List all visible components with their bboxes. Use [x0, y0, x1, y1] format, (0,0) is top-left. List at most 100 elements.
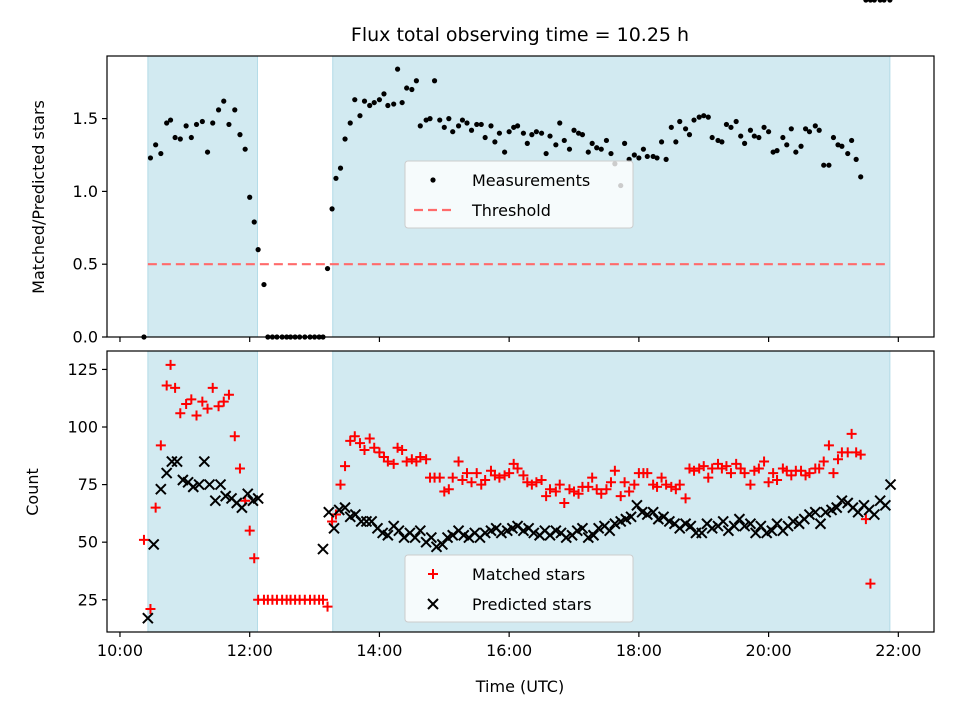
matched-stars-point	[652, 481, 663, 492]
measurement-point	[367, 102, 373, 109]
predicted-stars-point	[479, 527, 491, 539]
measurement-point	[342, 136, 348, 142]
matched-stars-point	[461, 468, 472, 479]
measurement-point	[594, 145, 600, 151]
measurement-point	[371, 99, 377, 106]
matched-stars-point	[349, 431, 360, 442]
measurement-point	[502, 149, 508, 155]
predicted-stars-point	[647, 506, 659, 518]
matched-stars-point	[364, 433, 375, 444]
matched-stars-point	[745, 479, 756, 490]
matched-stars-point	[624, 486, 635, 497]
matched-stars-point	[522, 477, 533, 488]
measurement-point	[237, 132, 243, 138]
matched-stars-point	[541, 491, 552, 502]
predicted-stars-point	[728, 520, 740, 532]
measurement-point	[177, 136, 183, 142]
measurement-point	[385, 102, 391, 109]
top-panel-plot-area: 0.0 0.5 1.0 1.5 Measurements Threshold	[73, 0, 935, 347]
measurement-point	[226, 121, 232, 128]
matched-stars-point	[186, 394, 197, 405]
measurement-point	[589, 140, 595, 146]
matched-stars-point	[833, 454, 844, 465]
matched-stars-point	[609, 465, 620, 476]
matched-stars-point	[781, 465, 792, 476]
matched-stars-point	[768, 468, 779, 479]
predicted-stars-point	[339, 501, 351, 514]
matched-stars-point	[447, 472, 458, 483]
measurement-point	[673, 139, 679, 145]
measurement-point	[826, 162, 832, 168]
measurement-point	[561, 137, 567, 144]
matched-stars-point	[317, 594, 328, 605]
series-matched-stars	[139, 359, 876, 614]
matched-stars-point	[145, 603, 156, 614]
y-tick-label: 75	[78, 475, 98, 494]
matched-stars-point	[828, 468, 839, 479]
measurement-point	[686, 132, 693, 138]
matched-stars-point	[846, 428, 857, 439]
measurement-point	[774, 148, 780, 154]
predicted-stars-point	[495, 527, 508, 539]
measurement-point	[709, 134, 715, 141]
predicted-stars-point	[528, 527, 540, 539]
matched-stars-point	[327, 516, 338, 527]
predicted-stars-point	[814, 518, 827, 530]
measurement-point	[538, 130, 545, 136]
measurement-point	[691, 117, 697, 123]
matched-stars-point	[545, 484, 556, 495]
measurement-point	[242, 146, 248, 152]
matched-stars-point	[421, 454, 432, 465]
predicted-stars-point	[425, 531, 438, 544]
matched-stars-point	[165, 359, 176, 370]
predicted-stars-point	[155, 483, 167, 495]
matched-stars-point	[749, 465, 760, 476]
matched-stars-point	[218, 396, 229, 407]
measurement-point	[427, 116, 433, 122]
measurement-point	[788, 126, 794, 132]
measurement-point	[488, 123, 494, 129]
measurement-point	[598, 146, 604, 152]
measurement-point	[153, 142, 159, 148]
predicted-stars-point	[809, 506, 822, 518]
predicted-stars-point	[787, 515, 799, 528]
measurement-point	[867, 0, 874, 3]
matched-stars-point	[382, 456, 393, 467]
y-tick-label: 0.5	[73, 255, 98, 274]
measurement-point	[399, 99, 405, 106]
predicted-stars-point	[171, 455, 183, 468]
matched-stars-point	[191, 410, 202, 421]
matched-stars-point	[512, 463, 523, 474]
measurement-point	[381, 91, 387, 97]
measurement-point	[603, 137, 610, 144]
predicted-stars-point	[609, 518, 621, 530]
measurement-point	[761, 124, 767, 130]
measurement-point	[464, 120, 470, 126]
matched-stars-point	[369, 442, 380, 453]
measurement-point	[232, 107, 238, 113]
measurement-point	[608, 150, 614, 157]
measurement-point	[347, 120, 353, 126]
measurement-point	[806, 129, 813, 135]
x-tick-label: 18:00	[616, 641, 662, 660]
measurement-point	[357, 113, 363, 119]
predicted-stars-point	[333, 504, 345, 516]
y-tick-label: 25	[78, 590, 98, 609]
measurement-point	[677, 118, 683, 125]
measurement-point	[668, 124, 674, 130]
measurement-point	[733, 118, 739, 125]
matched-stars-point	[605, 477, 616, 488]
measurement-point	[352, 97, 358, 103]
measurement-point	[845, 150, 851, 157]
measurement-point	[431, 78, 438, 84]
measurement-point	[333, 175, 339, 181]
predicted-stars-point	[382, 529, 394, 541]
x-tick-label: 10:00	[97, 641, 143, 660]
measurement-point	[816, 127, 822, 133]
measurement-point	[164, 120, 170, 126]
legend-marker-measurements	[430, 177, 436, 183]
measurement-point	[172, 134, 178, 141]
measurement-point	[204, 149, 211, 155]
predicted-stars-point	[738, 520, 751, 532]
measurement-point	[622, 140, 628, 146]
